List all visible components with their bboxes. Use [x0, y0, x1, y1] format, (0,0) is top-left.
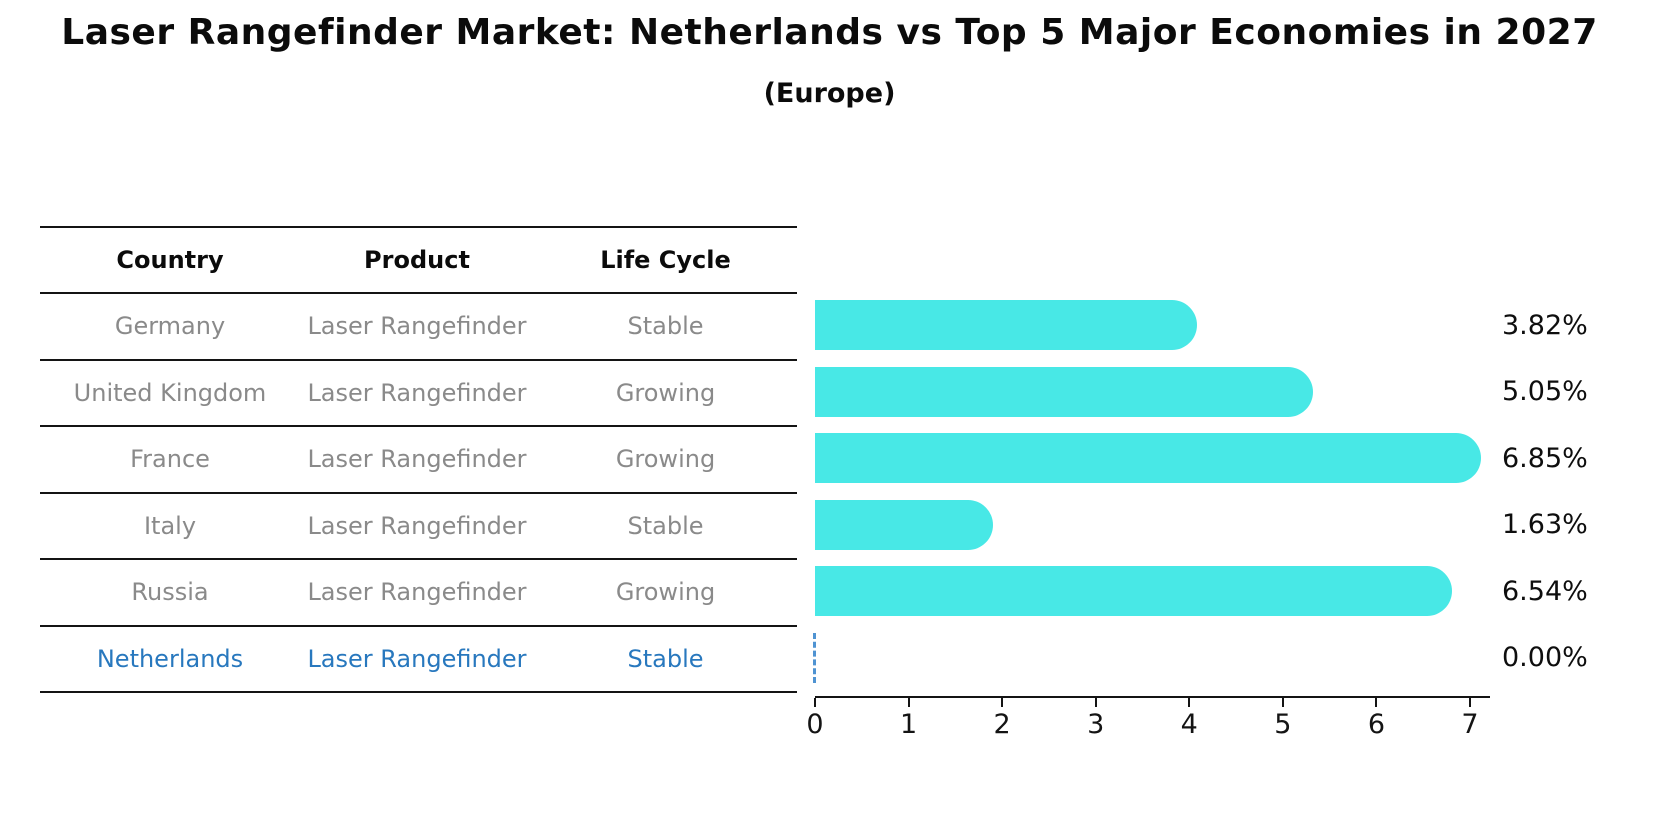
- table-row-germany: Germany Laser Rangefinder Stable: [40, 294, 797, 361]
- bar-row-germany: [815, 292, 1490, 359]
- zero-value-marker-netherlands: [813, 632, 816, 683]
- bar-russia: [815, 566, 1452, 617]
- bar-row-italy: [815, 492, 1490, 559]
- bar-france: [815, 433, 1481, 484]
- cell-country: France: [130, 445, 210, 474]
- bar-row-france: [815, 425, 1490, 492]
- x-axis-tick-label-4: 4: [1180, 709, 1198, 740]
- value-label-netherlands: 0.00%: [1502, 642, 1588, 674]
- chart-subtitle: (Europe): [763, 78, 896, 109]
- table-row-france: France Laser Rangefinder Growing: [40, 427, 797, 494]
- table-row-russia: Russia Laser Rangefinder Growing: [40, 560, 797, 627]
- x-axis-tick-label-2: 2: [993, 709, 1011, 740]
- table-row-netherlands: Netherlands Laser Rangefinder Stable: [40, 627, 797, 693]
- table-header-row: Country Product Life Cycle: [40, 228, 797, 294]
- x-axis-spine: [815, 696, 1490, 698]
- value-label-russia: 6.54%: [1502, 575, 1588, 607]
- table-row-italy: Italy Laser Rangefinder Stable: [40, 494, 797, 560]
- cell-country: United Kingdom: [73, 378, 267, 407]
- chart-title: Laser Rangefinder Market: Netherlands vs…: [61, 12, 1598, 53]
- x-axis: 0 1 2 3 4 5 6 7: [806, 696, 1490, 746]
- cell-life-cycle: Growing: [615, 445, 716, 474]
- cell-product: Laser Rangefinder: [307, 445, 527, 474]
- table-header-country: Country: [116, 246, 224, 274]
- bar-united-kingdom: [815, 366, 1313, 417]
- x-axis-tick-5: [1281, 698, 1284, 707]
- cell-life-cycle: Stable: [627, 644, 704, 673]
- cell-product: Laser Rangefinder: [307, 378, 527, 407]
- bar-row-russia: [815, 558, 1490, 625]
- x-axis-tick-label-0: 0: [806, 709, 824, 740]
- bar-row-united-kingdom: [815, 359, 1490, 426]
- cell-product: Laser Rangefinder: [307, 578, 527, 607]
- value-label-italy: 1.63%: [1502, 509, 1588, 541]
- cell-product: Laser Rangefinder: [307, 312, 527, 341]
- value-label-united-kingdom: 5.05%: [1502, 376, 1588, 408]
- cell-life-cycle: Stable: [627, 511, 704, 540]
- table-row-united-kingdom: United Kingdom Laser Rangefinder Growing: [40, 361, 797, 427]
- cell-life-cycle: Stable: [627, 312, 704, 341]
- x-axis-tick-label-5: 5: [1274, 709, 1292, 740]
- x-axis-tick-2: [1001, 698, 1004, 707]
- data-table: Country Product Life Cycle Germany Laser …: [40, 226, 797, 693]
- x-axis-tick-1: [907, 698, 910, 707]
- x-axis-tick-label-3: 3: [1087, 709, 1105, 740]
- bar-germany: [815, 300, 1198, 351]
- cell-country: Germany: [114, 312, 226, 341]
- bar-italy: [815, 499, 993, 550]
- cell-life-cycle: Growing: [615, 378, 716, 407]
- value-label-germany: 3.82%: [1502, 309, 1588, 341]
- table-body: Germany Laser Rangefinder Stable United Kin…: [40, 294, 797, 693]
- cell-product: Laser Rangefinder: [307, 511, 527, 540]
- bar-row-netherlands: [813, 625, 1490, 692]
- cell-life-cycle: Growing: [615, 578, 716, 607]
- value-label-france: 6.85%: [1502, 442, 1588, 474]
- x-axis-tick-label-7: 7: [1461, 709, 1479, 740]
- x-axis-tick-6: [1375, 698, 1378, 707]
- x-axis-tick-7: [1468, 698, 1471, 707]
- x-axis-tick-label-1: 1: [899, 709, 918, 740]
- cell-country: Netherlands: [96, 644, 244, 673]
- cell-country: Russia: [131, 578, 209, 607]
- x-axis-tick-4: [1188, 698, 1191, 707]
- table-header-life-cycle: Life Cycle: [600, 246, 731, 274]
- x-axis-tick-label-6: 6: [1367, 709, 1385, 740]
- cell-country: Italy: [143, 511, 197, 540]
- x-axis-tick-3: [1094, 698, 1097, 707]
- x-axis-tick-0: [814, 698, 816, 707]
- table-header-product: Product: [364, 246, 470, 274]
- cell-product: Laser Rangefinder: [307, 644, 527, 673]
- bar-chart-plot-area: [813, 292, 1490, 692]
